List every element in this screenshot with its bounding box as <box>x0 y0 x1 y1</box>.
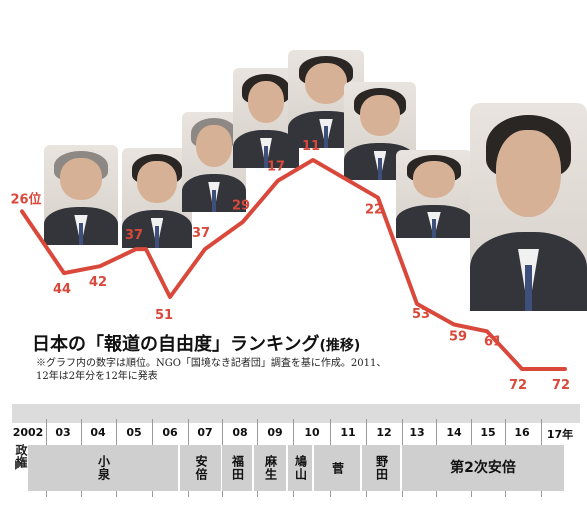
pm-koizumi-name: 小泉 <box>96 455 111 481</box>
point-label-12: 59 <box>449 329 467 344</box>
portrait-abe-1 <box>122 148 192 248</box>
pm-kan-name: 菅 <box>330 461 345 475</box>
year-label-10: 12 <box>376 426 392 439</box>
year-label-11: 13 <box>409 426 425 439</box>
pm-fukuda: 福田 <box>222 445 252 491</box>
portrait-koizumi <box>44 145 118 245</box>
pm-hatoyama-name: 鳩山 <box>293 455 308 481</box>
point-label-6: 37 <box>192 226 210 241</box>
year-label-8: 10 <box>304 426 320 439</box>
point-labels: 26位 44 42 37 51 37 29 17 11 22 53 59 61 72 72 <box>10 139 570 393</box>
point-label-9: 11 <box>302 139 320 154</box>
pm-fukuda-name: 福田 <box>230 455 245 481</box>
ranking-line <box>20 158 567 371</box>
year-label-0: 2002 <box>12 426 44 439</box>
pm-hatoyama: 鳩山 <box>288 445 312 491</box>
pm-row-arrow-icon <box>15 460 22 470</box>
point-label-15: 72 <box>552 378 570 393</box>
point-label-8: 17 <box>267 160 285 175</box>
chart-subtitle: (推移) <box>319 338 361 354</box>
year-label-9: 11 <box>340 426 356 439</box>
pm-abe-2: 第2次安倍 <box>402 445 564 491</box>
year-label-12: 14 <box>446 426 462 439</box>
pm-noda-name: 野田 <box>374 455 389 481</box>
year-label-4: 06 <box>162 426 178 439</box>
pm-kan: 菅 <box>314 445 360 491</box>
point-label-7: 29 <box>232 199 250 214</box>
portrait-abe-2 <box>470 103 587 311</box>
chart-title-text: 日本の「報道の自由度」ランキング <box>32 334 320 355</box>
point-label-10: 22 <box>365 203 383 218</box>
timeline-bar <box>12 404 580 423</box>
point-label-3: 37 <box>125 228 143 243</box>
point-label-0: 26位 <box>10 191 41 207</box>
chart-title: 日本の「報道の自由度」ランキング(推移) <box>32 330 360 356</box>
point-label-2: 42 <box>89 275 107 290</box>
point-label-5: 51 <box>155 308 173 323</box>
point-label-14: 72 <box>509 378 527 393</box>
pm-abe-1: 安倍 <box>180 445 221 491</box>
year-label-7: 09 <box>267 426 283 439</box>
year-label-3: 05 <box>126 426 142 439</box>
point-label-1: 44 <box>53 282 71 297</box>
pm-aso: 麻生 <box>254 445 286 491</box>
pm-aso-name: 麻生 <box>263 455 278 481</box>
pm-abe-1-name: 安倍 <box>194 455 208 481</box>
pm-abe-2-name: 第2次安倍 <box>450 459 516 476</box>
year-label-14: 16 <box>514 426 530 439</box>
point-label-13: 61 <box>484 334 502 349</box>
year-label-6: 08 <box>232 426 248 439</box>
year-label-13: 15 <box>480 426 496 439</box>
year-label-15: 17年 <box>546 428 574 441</box>
year-label-2: 04 <box>90 426 106 439</box>
year-label-5: 07 <box>197 426 213 439</box>
pm-noda: 野田 <box>362 445 400 491</box>
chart-note: ※グラフ内の数字は順位。NGO「国境なき記者団」調査を基に作成。2011、12年… <box>36 358 387 382</box>
pm-koizumi: 小泉 <box>28 445 178 491</box>
ranking-chart: 26位 44 42 37 51 37 29 17 11 22 53 59 61 72 72 <box>10 139 570 393</box>
point-label-11: 53 <box>412 307 430 322</box>
year-label-1: 03 <box>55 426 71 439</box>
portrait-noda <box>396 150 472 238</box>
